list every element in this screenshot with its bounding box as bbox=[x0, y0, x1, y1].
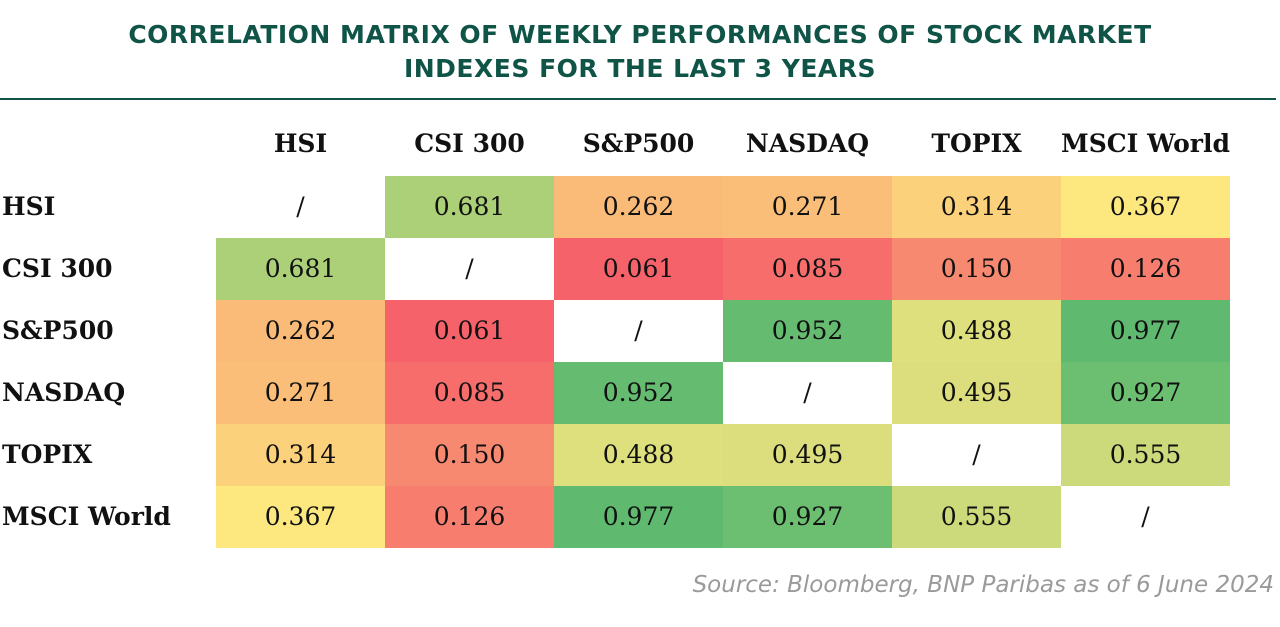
heatmap-cell: 0.085 bbox=[385, 362, 554, 424]
chart-title: CORRELATION MATRIX OF WEEKLY PERFORMANCE… bbox=[0, 18, 1280, 86]
heatmap-cell: 0.126 bbox=[1061, 238, 1230, 300]
row-header: TOPIX bbox=[2, 440, 93, 469]
heatmap-cell: 0.977 bbox=[554, 486, 723, 548]
heatmap-cell: 0.977 bbox=[1061, 300, 1230, 362]
row-header: MSCI World bbox=[2, 502, 171, 531]
heatmap-cell: 0.367 bbox=[216, 486, 385, 548]
heatmap-cell: 0.271 bbox=[216, 362, 385, 424]
diagonal-cell: / bbox=[892, 424, 1061, 486]
column-header: MSCI World bbox=[1061, 129, 1230, 158]
row-header: S&P500 bbox=[2, 316, 114, 345]
diagonal-cell: / bbox=[385, 238, 554, 300]
heatmap-cell: 0.555 bbox=[892, 486, 1061, 548]
heatmap-cell: 0.555 bbox=[1061, 424, 1230, 486]
diagonal-cell: / bbox=[1061, 486, 1230, 548]
diagonal-cell: / bbox=[554, 300, 723, 362]
heatmap-cell: 0.314 bbox=[216, 424, 385, 486]
diagonal-cell: / bbox=[216, 176, 385, 238]
column-header: S&P500 bbox=[582, 129, 695, 158]
heatmap-cell: 0.681 bbox=[216, 238, 385, 300]
heatmap-cell: 0.085 bbox=[723, 238, 892, 300]
column-header: NASDAQ bbox=[745, 129, 870, 158]
heatmap-cell: 0.495 bbox=[723, 424, 892, 486]
title-line-1: CORRELATION MATRIX OF WEEKLY PERFORMANCE… bbox=[128, 20, 1152, 49]
heatmap-cell: 0.150 bbox=[385, 424, 554, 486]
heatmap-cell: 0.952 bbox=[723, 300, 892, 362]
source-note: Source: Bloomberg, BNP Paribas as of 6 J… bbox=[692, 572, 1274, 598]
column-header: CSI 300 bbox=[414, 129, 525, 158]
heatmap-cell: 0.262 bbox=[216, 300, 385, 362]
heatmap-cell: 0.495 bbox=[892, 362, 1061, 424]
heatmap-cell: 0.271 bbox=[723, 176, 892, 238]
row-header: HSI bbox=[2, 192, 56, 221]
heatmap-cell: 0.262 bbox=[554, 176, 723, 238]
heatmap-cell: 0.150 bbox=[892, 238, 1061, 300]
row-header: CSI 300 bbox=[2, 254, 113, 283]
title-divider bbox=[0, 98, 1276, 100]
diagonal-cell: / bbox=[723, 362, 892, 424]
heatmap-cell: 0.488 bbox=[554, 424, 723, 486]
column-header: HSI bbox=[273, 129, 328, 158]
column-header: TOPIX bbox=[931, 129, 1022, 158]
title-line-2: INDEXES FOR THE LAST 3 YEARS bbox=[403, 54, 877, 83]
heatmap-cell: 0.367 bbox=[1061, 176, 1230, 238]
heatmap-cell: 0.681 bbox=[385, 176, 554, 238]
heatmap-cell: 0.126 bbox=[385, 486, 554, 548]
heatmap-cell: 0.927 bbox=[1061, 362, 1230, 424]
heatmap-cell: 0.927 bbox=[723, 486, 892, 548]
heatmap-cell: 0.061 bbox=[554, 238, 723, 300]
heatmap-cell: 0.314 bbox=[892, 176, 1061, 238]
heatmap-cell: 0.488 bbox=[892, 300, 1061, 362]
heatmap-cell: 0.952 bbox=[554, 362, 723, 424]
heatmap-cell: 0.061 bbox=[385, 300, 554, 362]
row-header: NASDAQ bbox=[2, 378, 126, 407]
